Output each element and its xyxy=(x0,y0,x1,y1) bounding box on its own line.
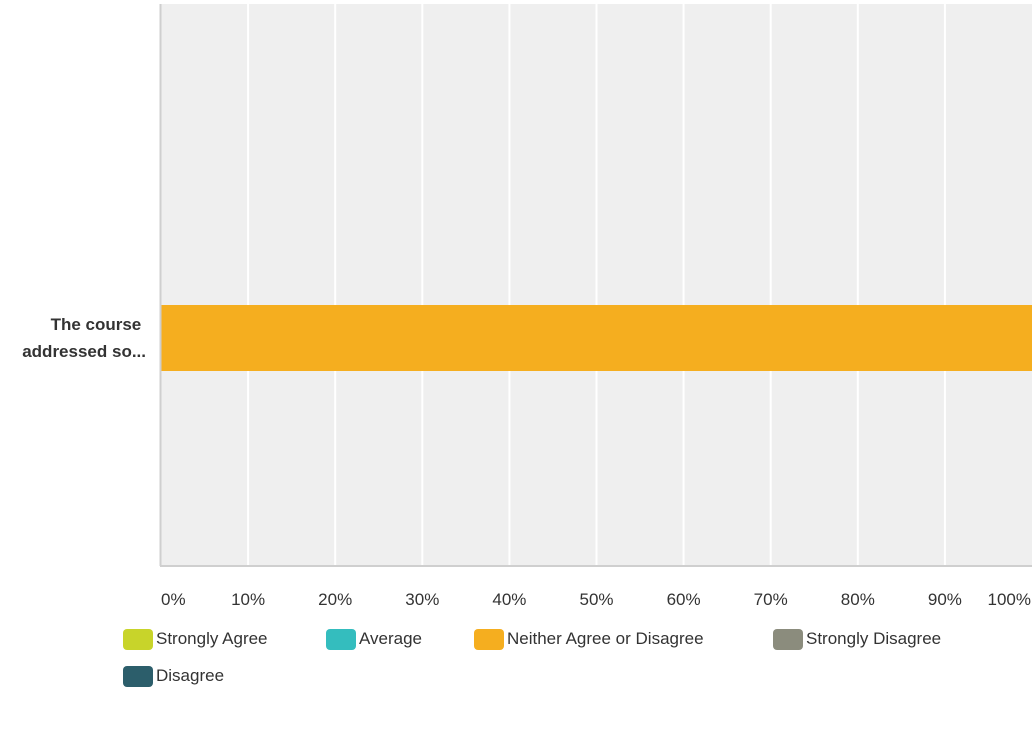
legend-label: Neither Agree or Disagree xyxy=(507,629,704,648)
legend-label: Strongly Agree xyxy=(156,629,268,648)
legend-item-strongly-agree: Strongly Agree xyxy=(123,626,268,652)
x-tick-label: 40% xyxy=(492,590,526,609)
x-tick-label: 20% xyxy=(318,590,352,609)
legend-item-strongly-disagree: Strongly Disagree xyxy=(773,626,941,652)
x-tick-label: 30% xyxy=(405,590,439,609)
legend-swatch xyxy=(123,628,153,650)
x-tick-label: 90% xyxy=(928,590,962,609)
category-label: The course addressed so... xyxy=(22,315,146,361)
bar-neither-agree-or-disagree xyxy=(161,305,1032,371)
x-tick-label: 10% xyxy=(231,590,265,609)
x-tick-label: 50% xyxy=(579,590,613,609)
legend-label: Disagree xyxy=(156,666,225,685)
legend-item-disagree: Disagree xyxy=(123,663,224,689)
legend-swatch xyxy=(773,628,803,650)
x-tick-labels: 0% 10% 20% 30% 40% 50% 60% 70% 80% 90% 100% xyxy=(161,590,1031,609)
category-label-line-1: The course xyxy=(51,315,142,334)
legend-item-neither-agree-or-disagree: Neither Agree or Disagree xyxy=(474,626,704,652)
bar-chart: The course addressed so... 0% 10% 20% 30% 40… xyxy=(22,4,1032,609)
x-tick-label: 60% xyxy=(667,590,701,609)
bars xyxy=(161,305,1032,371)
category-label-line-2: addressed so... xyxy=(22,342,146,361)
legend-swatch xyxy=(123,665,153,687)
legend-label: Average xyxy=(359,629,423,648)
x-tick-label: 80% xyxy=(841,590,875,609)
x-tick-label: 0% xyxy=(161,590,186,609)
x-tick-label: 100% xyxy=(988,590,1031,609)
legend-swatch xyxy=(326,628,356,650)
legend-swatch xyxy=(474,628,504,650)
gridlines xyxy=(247,4,946,565)
legend-item-average: Average xyxy=(326,626,422,652)
legend-label: Strongly Disagree xyxy=(806,629,942,648)
x-tick-label: 70% xyxy=(754,590,788,609)
